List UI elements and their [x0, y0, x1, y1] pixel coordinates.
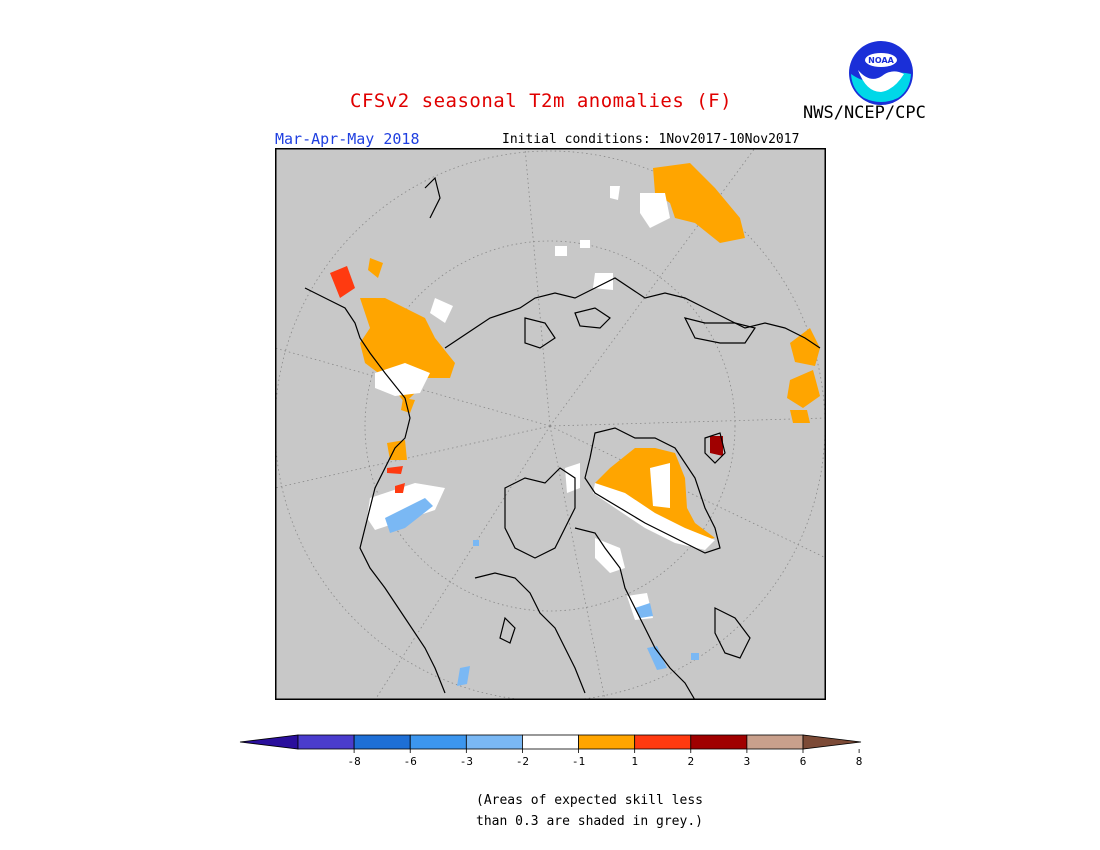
agency-label: NWS/NCEP/CPC [803, 103, 926, 123]
legend-tick-label: 1 [631, 755, 638, 768]
legend-swatch [297, 734, 355, 750]
legend-tick-label: -2 [516, 755, 529, 768]
chart-title: CFSv2 seasonal T2m anomalies (F) [350, 90, 733, 112]
forecast-period: Mar-Apr-May 2018 [275, 130, 420, 148]
legend-tick-label: 3 [744, 755, 751, 768]
footnote-line1: (Areas of expected skill less [476, 793, 703, 808]
footnote: (Areas of expected skill less than 0.3 a… [476, 790, 703, 832]
legend-swatch [578, 734, 636, 750]
legend-tick-label: 2 [687, 755, 694, 768]
legend-tick-label: 8 [856, 755, 863, 768]
anomaly-patches [330, 163, 820, 686]
map-background [275, 148, 826, 700]
legend-swatch [465, 734, 523, 750]
legend-swatch [409, 734, 467, 750]
legend-arrow-high [802, 734, 862, 750]
legend-tick-label: -6 [404, 755, 417, 768]
legend-swatch [746, 734, 804, 750]
coastlines [304, 176, 821, 700]
legend-tick-label: -1 [572, 755, 585, 768]
legend-tick-label: -3 [460, 755, 473, 768]
initial-conditions: Initial conditions: 1Nov2017-10Nov2017 [502, 132, 800, 147]
legend-arrow-low [239, 734, 299, 750]
legend-tick-label: -8 [347, 755, 360, 768]
legend-swatch [690, 734, 748, 750]
legend-tick-label: 6 [800, 755, 807, 768]
polar-map [275, 148, 826, 700]
footnote-line2: than 0.3 are shaded in grey.) [476, 814, 703, 829]
color-scale-legend: -8 -6 -3 -2 -1 1 2 3 6 8 [239, 734, 863, 768]
legend-swatch [634, 734, 692, 750]
legend-swatch [353, 734, 411, 750]
svg-text:NOAA: NOAA [868, 56, 894, 65]
noaa-logo: NOAA [849, 41, 913, 105]
legend-swatch [522, 734, 579, 750]
